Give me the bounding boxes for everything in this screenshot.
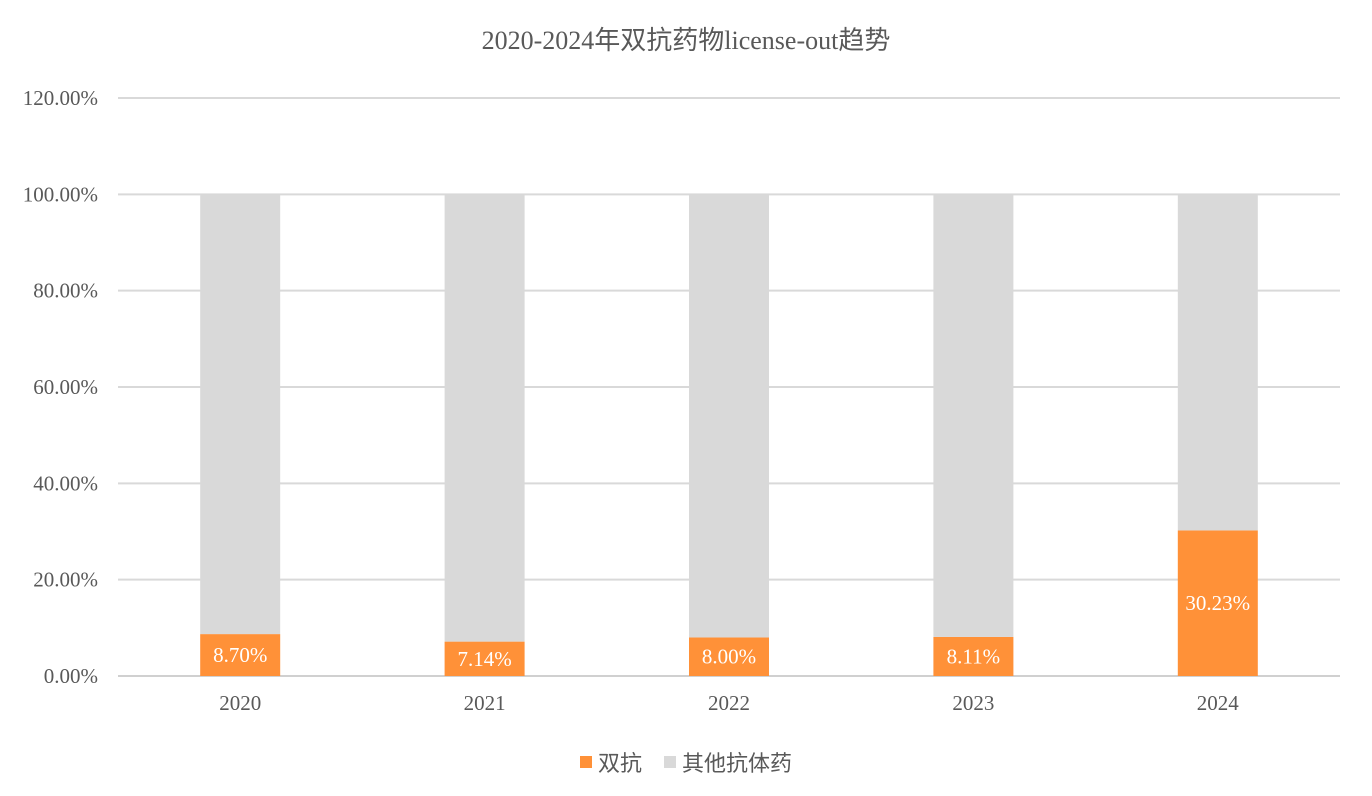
bar-bispecific <box>933 636 1014 676</box>
y-tick-label: 20.00% <box>33 568 98 592</box>
data-label: 8.11% <box>947 644 1000 668</box>
y-tick-label: 120.00% <box>23 86 98 110</box>
chart-title: 2020-2024年双抗药物license-out趋势 <box>481 26 891 55</box>
y-tick-label: 80.00% <box>33 279 98 303</box>
legend-swatch <box>579 756 592 768</box>
data-label: 8.70% <box>213 643 267 667</box>
x-tick-label: 2020 <box>219 691 261 715</box>
y-tick-label: 60.00% <box>33 375 98 399</box>
bar-other-antibody <box>689 194 769 638</box>
x-tick-label: 2023 <box>952 691 994 715</box>
x-tick-label: 2022 <box>708 691 750 715</box>
data-label: 7.14% <box>457 647 511 671</box>
bar-bispecific <box>200 634 281 676</box>
bar-bispecific <box>444 641 525 676</box>
bar-bispecific <box>1177 530 1258 676</box>
x-tick-label: 2024 <box>1197 691 1240 715</box>
y-tick-label: 40.00% <box>33 471 98 495</box>
legend-item: 双抗 <box>579 746 642 778</box>
y-tick-label: 0.00% <box>44 664 98 688</box>
data-label: 30.23% <box>1185 591 1250 615</box>
data-label: 8.00% <box>702 645 756 669</box>
bar-bispecific <box>689 637 769 676</box>
bar-other-antibody <box>200 194 281 635</box>
bar-other-antibody <box>933 194 1014 637</box>
legend: 双抗 其他抗体药 <box>0 746 1372 778</box>
legend-swatch <box>664 756 676 768</box>
bar-other-antibody <box>444 194 525 642</box>
y-tick-label: 100.00% <box>23 182 98 206</box>
legend-label: 其他抗体药 <box>682 752 793 777</box>
legend-label: 双抗 <box>597 752 642 777</box>
legend-item: 其他抗体药 <box>664 746 792 778</box>
bar-other-antibody <box>1177 194 1258 531</box>
x-tick-label: 2021 <box>464 691 506 715</box>
